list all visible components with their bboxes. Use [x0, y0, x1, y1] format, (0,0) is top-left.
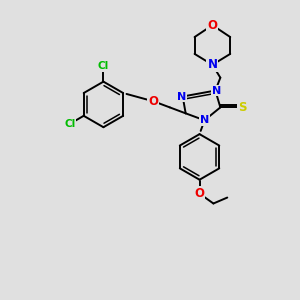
Text: N: N: [212, 85, 221, 96]
Text: N: N: [200, 115, 209, 125]
Text: S: S: [238, 101, 246, 114]
Text: N: N: [177, 92, 186, 101]
Text: Cl: Cl: [98, 61, 109, 71]
Text: O: O: [207, 19, 218, 32]
Text: O: O: [194, 187, 205, 200]
Text: O: O: [148, 95, 158, 108]
Text: Cl: Cl: [64, 119, 76, 129]
Text: N: N: [207, 58, 218, 71]
